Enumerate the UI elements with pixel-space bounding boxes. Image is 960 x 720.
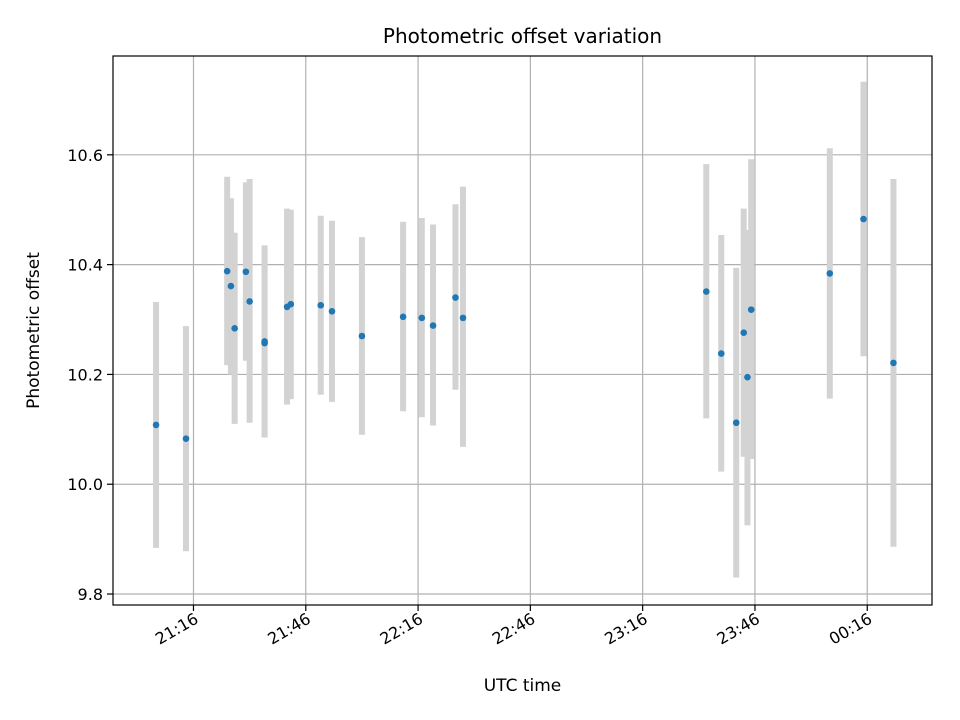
y-axis-ticks: 9.8 10.0 10.2 10.4 10.6 [67,146,113,604]
data-point [747,306,755,313]
data-point [418,314,426,322]
y-tick-label: 10.6 [67,146,103,165]
data-points [152,215,897,442]
chart-title: Photometric offset variation [383,24,662,48]
data-point [287,300,295,308]
y-tick-label: 10.0 [67,475,103,494]
data-point [860,215,867,223]
data-point [732,419,740,427]
data-point [152,421,160,429]
data-point [702,288,710,295]
data-point [242,268,250,276]
data-point [429,322,437,329]
data-point [399,313,407,321]
data-point [452,294,459,301]
y-axis-label: Photometric offset [24,252,44,409]
y-tick-label: 10.4 [67,256,103,275]
data-point [261,339,268,347]
x-axis-label: UTC time [484,676,562,696]
data-point [890,359,897,367]
data-point [358,332,366,340]
data-point [246,298,253,305]
data-point [328,307,336,315]
data-point [182,435,190,442]
data-point [740,329,748,336]
data-point [826,270,834,277]
y-tick-label: 9.8 [78,585,103,604]
data-point [231,325,238,332]
data-point [317,301,325,309]
data-point [459,314,467,322]
data-point [717,350,725,357]
data-point [223,267,231,275]
y-tick-label: 10.2 [67,365,103,384]
plot-frame [112,55,933,606]
data-point [227,282,235,290]
data-point [744,373,751,381]
